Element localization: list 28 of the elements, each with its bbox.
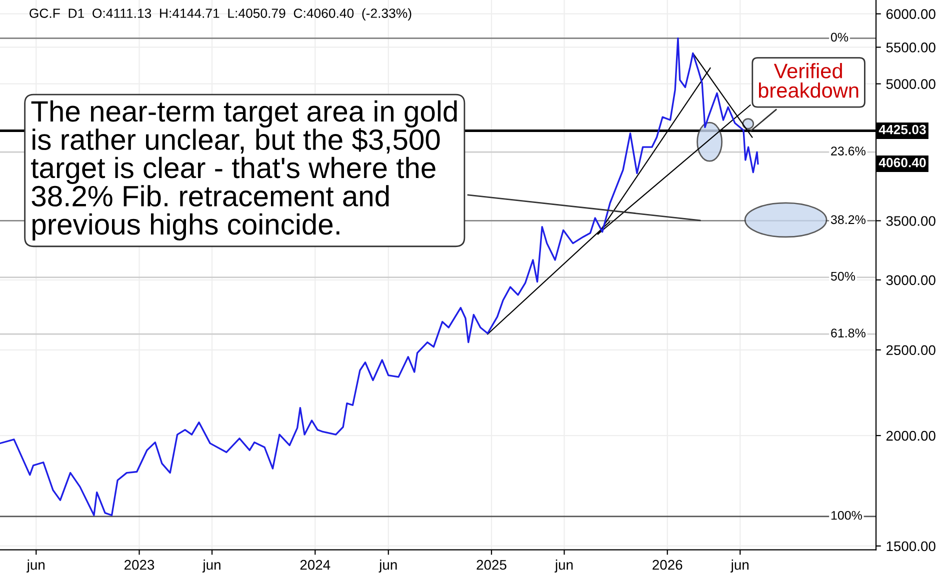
x-tick-label: jun xyxy=(730,560,748,573)
y-tick-label: 3000.00 xyxy=(886,275,936,286)
x-tick-label: jun xyxy=(26,560,45,573)
x-tick-label: jun xyxy=(202,560,220,573)
text: 4060.40 xyxy=(878,158,926,168)
y-tick-label: 2000.00 xyxy=(886,430,936,441)
x-tick-label: jun xyxy=(378,560,397,573)
annotation: 100% xyxy=(831,510,862,520)
annotation: 0% xyxy=(830,32,848,42)
y-tick-label: 5000.00 xyxy=(886,79,936,89)
annotation: Verified breakdown xyxy=(758,63,858,98)
ref-line-label: 4425.03 xyxy=(878,124,926,134)
x-tick-label: 2026 xyxy=(652,560,682,570)
x-tick-label: jun xyxy=(554,560,573,573)
y-tick-label: 3500.00 xyxy=(886,216,936,226)
y-tick-label: 1500.00 xyxy=(886,541,936,552)
text: GC.F D1 O:4111.13 H:4144.71 L:4050.79 C:4060.40 (-2.33%) xyxy=(30,8,412,21)
annotation: 23.6% xyxy=(831,146,866,156)
x-tick-label: 2023 xyxy=(124,560,154,570)
x-tick-label: 2025 xyxy=(476,560,506,570)
annotation: 50% xyxy=(830,272,856,281)
y-tick-label: 5500.00 xyxy=(886,42,936,52)
annotation: 38.2% xyxy=(830,215,866,224)
annotation: The near-term target area in gold is rather unclear, but the $3,500 target is clear - that's where the 38.2% Fib. retracement and previous highs coincide. xyxy=(31,100,457,241)
y-tick-label: 6000.00 xyxy=(886,9,936,19)
y-tick-label: 2500.00 xyxy=(886,345,936,356)
x-tick-label: 2024 xyxy=(300,560,330,570)
annotation: 61.8% xyxy=(831,328,866,338)
